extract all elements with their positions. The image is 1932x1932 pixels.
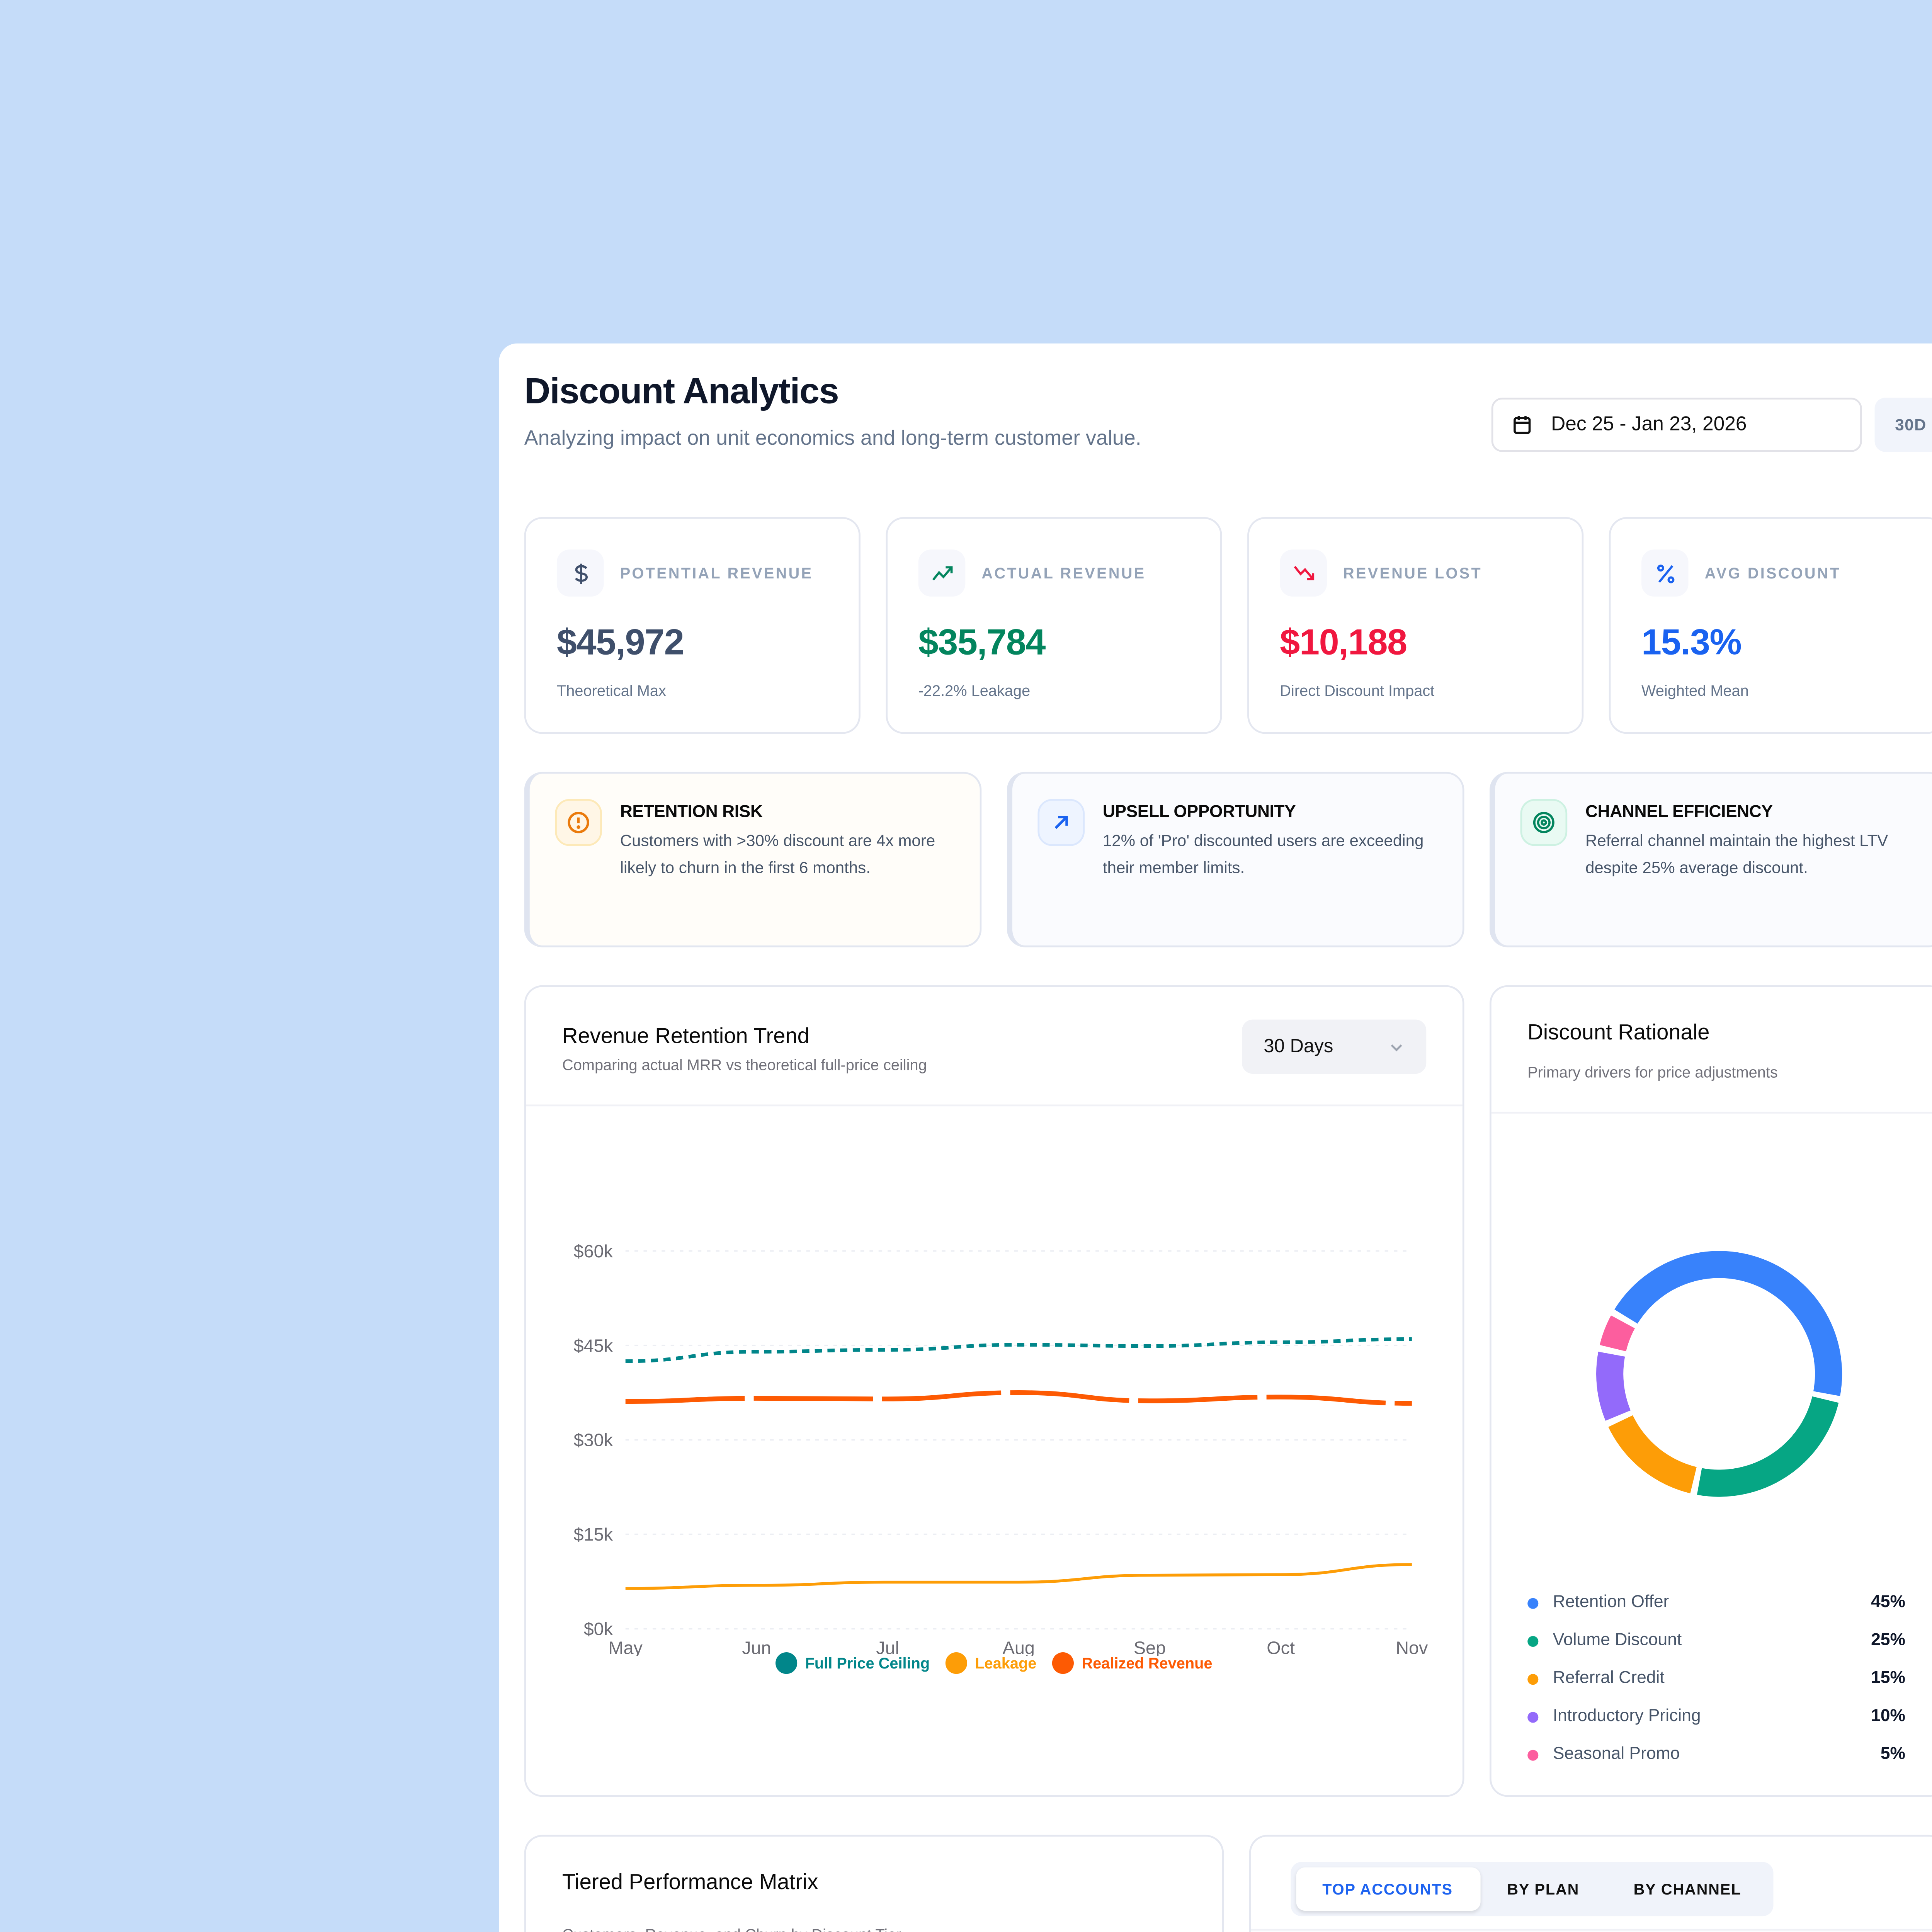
kpi-card-potential-revenue: POTENTIAL REVENUE $45,972 Theoretical Ma… [524,517,861,734]
insight-body: Customers with >30% discount are 4x more… [620,832,935,877]
kpi-card-actual-revenue: ACTUAL REVENUE $35,784 -22.2% Leakage [886,517,1222,734]
dollar-icon [574,563,587,583]
chart-legend: Full Price Ceiling Leakage Realized Revenu… [526,1652,1462,1674]
legend-item[interactable]: Full Price Ceiling [776,1652,930,1674]
legend-item-retention-offer: Retention Offer 45% [1527,1583,1905,1621]
donut-segment[interactable] [1596,1352,1631,1421]
trending-down-icon [1293,565,1313,580]
kpi-card-avg-discount: AVG DISCOUNT 15.3% Weighted Mean [1609,517,1932,734]
kpi-value: 15.3% [1641,624,1742,663]
panel-title: Tiered Performance Matrix [562,1869,818,1895]
donut-segment[interactable] [1599,1315,1635,1352]
donut-segment[interactable] [1697,1396,1839,1497]
series-line [625,1563,1412,1590]
svg-text:Aug: Aug [1003,1638,1035,1656]
accounts-table: ACCOUNT DISCOUNT LOST MRR Global Corp In… [1250,1930,1932,1932]
insight-upsell-opportunity: UPSELL OPPORTUNITY 12% of 'Pro' discount… [1007,772,1464,947]
page-subtitle: Analyzing impact on unit economics and l… [524,428,1141,450]
period-select[interactable]: 30 Days [1242,1019,1427,1074]
insights-row: RETENTION RISK Customers with >30% disco… [524,772,1932,947]
kpi-row: POTENTIAL REVENUE $45,972 Theoretical Ma… [524,517,1932,734]
tab-by-plan[interactable]: BY PLAN [1507,1880,1580,1898]
percent-icon [1656,563,1674,583]
svg-text:May: May [609,1638,643,1656]
donut-legend: Retention Offer 45% Volume Discount 25% Re… [1527,1583,1905,1773]
alert-circle-icon [568,812,589,833]
column-header-account[interactable]: ACCOUNT [1250,1930,1561,1932]
kpi-caption: -22.2% Leakage [918,681,1031,700]
arrow-up-right-icon [1054,816,1068,829]
kpi-label: ACTUAL REVENUE [981,564,1146,582]
kpi-label: REVENUE LOST [1343,564,1482,582]
discount-rationale-panel: Discount Rationale Primary drivers for p… [1490,985,1932,1797]
insight-channel-efficiency: CHANNEL EFFICIENCY Referral channel main… [1490,772,1932,947]
tab-by-channel[interactable]: BY CHANNEL [1633,1880,1742,1898]
svg-text:Sep: Sep [1134,1638,1166,1656]
trending-up-icon [931,565,952,580]
date-range-label: Dec 25 - Jan 23, 2026 [1551,414,1747,436]
insight-body: 12% of 'Pro' discounted users are exceed… [1102,832,1424,877]
donut-segment[interactable] [1614,1251,1842,1396]
date-range-picker[interactable]: Dec 25 - Jan 23, 2026 [1491,398,1862,452]
donut-chart [1596,1251,1842,1497]
legend-item[interactable]: Leakage [946,1652,1036,1674]
insight-body: Referral channel maintain the highest LT… [1585,832,1888,877]
panel-subtitle: Comparing actual MRR vs theoretical full… [562,1056,927,1074]
legend-item-referral-credit: Referral Credit 15% [1527,1660,1905,1697]
svg-text:Jun: Jun [742,1638,771,1656]
dashboard-card: Discount Analytics Analyzing impact on u… [499,343,1932,1932]
panel-title: Revenue Retention Trend [562,1023,810,1049]
series-line [625,1337,1412,1363]
svg-text:Jul: Jul [876,1638,899,1656]
page-title: Discount Analytics [524,372,839,412]
svg-text:Nov: Nov [1396,1638,1428,1656]
svg-text:$60k: $60k [574,1241,613,1261]
tiered-performance-matrix-panel: Tiered Performance Matrix Customers, Rev… [524,1835,1223,1932]
insight-retention-risk: RETENTION RISK Customers with >30% disco… [524,772,982,947]
legend-item-volume-discount: Volume Discount 25% [1527,1622,1905,1660]
kpi-caption: Weighted Mean [1641,681,1749,700]
panel-subtitle: Customers, Revenue, and Churn by Discoun… [562,1925,1185,1932]
range-30d-button[interactable]: 30D [1874,398,1932,452]
calendar-icon [1514,416,1531,434]
kpi-label: POTENTIAL REVENUE [620,564,813,582]
kpi-value: $35,784 [918,624,1046,663]
legend-item[interactable]: Realized Revenue [1053,1652,1213,1674]
panel-title: Discount Rationale [1527,1019,1710,1045]
column-header-discount[interactable]: DISCOUNT [1561,1930,1789,1932]
kpi-caption: Direct Discount Impact [1280,681,1435,700]
period-select-value: 30 Days [1264,1036,1333,1058]
legend-item-introductory-pricing: Introductory Pricing 10% [1527,1697,1905,1735]
page-header: Discount Analytics Analyzing impact on u… [524,369,1932,517]
svg-text:$15k: $15k [574,1524,613,1544]
insight-title: RETENTION RISK [620,803,763,823]
svg-text:$45k: $45k [574,1335,613,1355]
revenue-retention-trend-panel: Revenue Retention Trend Comparing actual… [524,985,1464,1797]
line-chart: $0k $15k $30k $45k $60k May Jun Jul Aug Sep Oct Nov [574,1241,1428,1656]
series-line [625,1390,1412,1406]
insight-title: UPSELL OPPORTUNITY [1102,803,1296,823]
tab-top-accounts[interactable]: TOP ACCOUNTS [1295,1867,1480,1911]
panel-subtitle: Primary drivers for price adjustments [1527,1063,1778,1081]
svg-text:Oct: Oct [1267,1638,1295,1656]
column-header-lost-mrr[interactable]: LOST MRR [1789,1930,1932,1932]
kpi-label: AVG DISCOUNT [1704,564,1841,582]
kpi-value: $45,972 [556,624,684,663]
legend-item-seasonal-promo: Seasonal Promo 5% [1527,1735,1905,1773]
accounts-panel: TOP ACCOUNTS BY PLAN BY CHANNEL ACCOUNT … [1248,1835,1932,1932]
target-icon [1533,812,1554,833]
insight-title: CHANNEL EFFICIENCY [1585,803,1773,823]
chevron-down-icon [1391,1043,1402,1051]
tab-group: TOP ACCOUNTS BY PLAN BY CHANNEL [1290,1862,1774,1917]
donut-segment[interactable] [1608,1415,1697,1493]
kpi-caption: Theoretical Max [556,681,666,700]
svg-text:$0k: $0k [584,1619,613,1639]
kpi-value: $10,188 [1280,624,1407,663]
kpi-card-revenue-lost: REVENUE LOST $10,188 Direct Discount Imp… [1247,517,1584,734]
svg-text:$30k: $30k [574,1430,613,1450]
